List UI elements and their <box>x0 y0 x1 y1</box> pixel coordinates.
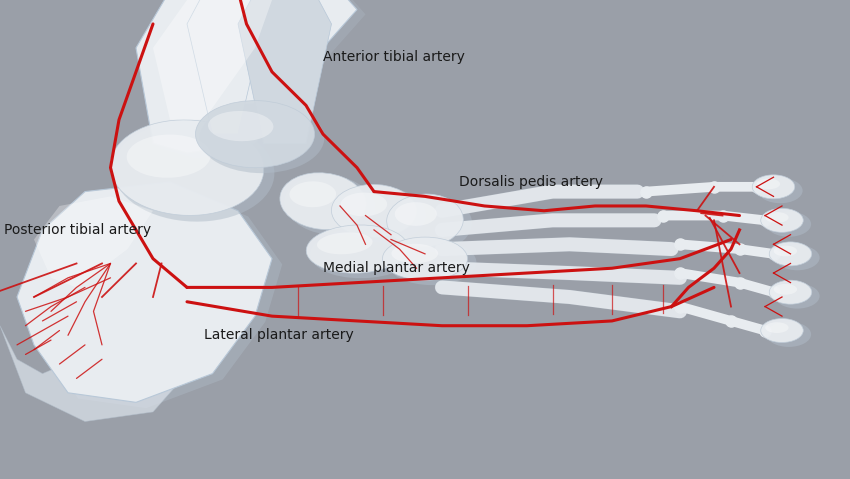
Ellipse shape <box>761 319 803 342</box>
Ellipse shape <box>774 246 797 256</box>
Ellipse shape <box>317 232 372 254</box>
Text: Medial plantar artery: Medial plantar artery <box>323 261 470 275</box>
Ellipse shape <box>756 179 780 189</box>
Ellipse shape <box>341 193 387 217</box>
Ellipse shape <box>306 225 408 273</box>
Ellipse shape <box>332 184 416 237</box>
Ellipse shape <box>392 196 472 252</box>
Ellipse shape <box>769 280 812 304</box>
Polygon shape <box>153 0 272 120</box>
Ellipse shape <box>199 103 325 173</box>
Ellipse shape <box>285 175 375 235</box>
Ellipse shape <box>110 120 264 216</box>
Ellipse shape <box>113 121 275 222</box>
Polygon shape <box>0 326 187 422</box>
Polygon shape <box>27 188 282 408</box>
Ellipse shape <box>765 322 789 333</box>
Text: Lateral plantar artery: Lateral plantar artery <box>204 328 354 342</box>
Ellipse shape <box>336 187 426 242</box>
Polygon shape <box>17 182 272 402</box>
Ellipse shape <box>382 237 468 280</box>
Ellipse shape <box>775 284 819 308</box>
Ellipse shape <box>767 212 811 237</box>
Ellipse shape <box>758 178 802 203</box>
Polygon shape <box>187 0 264 134</box>
Text: Posterior tibial artery: Posterior tibial artery <box>4 223 151 237</box>
Polygon shape <box>34 196 153 287</box>
Polygon shape <box>238 0 332 144</box>
Ellipse shape <box>391 244 439 263</box>
Ellipse shape <box>767 322 811 347</box>
Ellipse shape <box>280 173 366 229</box>
Ellipse shape <box>765 212 789 223</box>
Ellipse shape <box>394 202 437 226</box>
Ellipse shape <box>127 135 211 178</box>
Ellipse shape <box>387 240 476 285</box>
Ellipse shape <box>387 194 463 247</box>
Ellipse shape <box>196 101 314 168</box>
Polygon shape <box>136 0 357 153</box>
Ellipse shape <box>769 242 812 266</box>
Ellipse shape <box>761 208 803 232</box>
Text: Anterior tibial artery: Anterior tibial artery <box>323 50 465 65</box>
Ellipse shape <box>208 111 274 141</box>
Ellipse shape <box>310 228 417 278</box>
Text: Dorsalis pedis artery: Dorsalis pedis artery <box>459 175 603 189</box>
Ellipse shape <box>774 284 797 295</box>
Polygon shape <box>144 0 366 158</box>
Ellipse shape <box>290 182 336 207</box>
Ellipse shape <box>752 175 795 199</box>
Ellipse shape <box>775 245 819 270</box>
